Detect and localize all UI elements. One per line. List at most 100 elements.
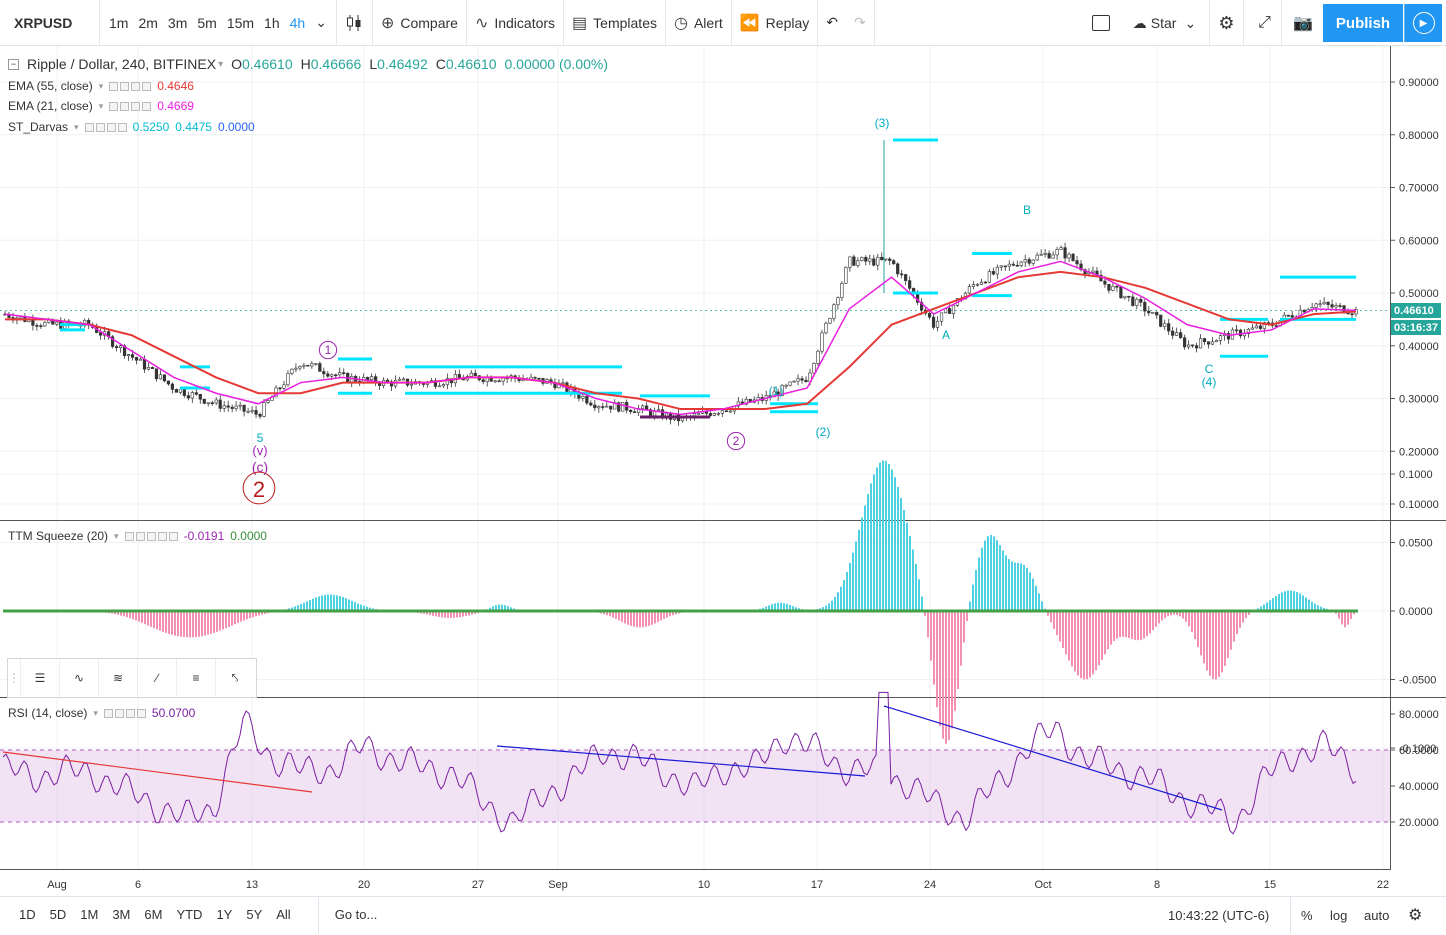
templates-icon: ▤: [572, 14, 588, 32]
percent-toggle[interactable]: %: [1290, 897, 1313, 933]
grid-lines: [0, 46, 1390, 870]
expand-button[interactable]: ⤢: [1248, 0, 1282, 46]
candle-body: [824, 322, 828, 334]
alert-button[interactable]: ◷ Alert: [666, 0, 732, 46]
candle-body: [1290, 315, 1294, 318]
interval-5m[interactable]: 5m: [197, 14, 217, 31]
range-all[interactable]: All: [276, 907, 291, 922]
range-5y[interactable]: 5Y: [246, 907, 263, 922]
trendline-red[interactable]: [2, 751, 313, 793]
goto-button[interactable]: Go to...: [317, 896, 377, 933]
publish-button[interactable]: Publish: [1323, 4, 1403, 42]
candle-body: [800, 378, 804, 381]
price-tick: 0.10000: [1399, 499, 1439, 511]
range-5d[interactable]: 5D: [49, 907, 67, 922]
interval-4h[interactable]: 4h: [289, 14, 306, 31]
abc-pattern-icon[interactable]: ≋: [98, 659, 137, 697]
range-6m[interactable]: 6M: [144, 907, 163, 922]
drag-handle[interactable]: ⋮: [8, 671, 20, 685]
range-1d[interactable]: 1D: [19, 907, 36, 922]
replay-button[interactable]: ⏪ Replay: [732, 0, 819, 46]
fib-icon[interactable]: ≡: [176, 659, 215, 697]
candle-body: [230, 406, 234, 409]
candle-body: [1322, 301, 1326, 305]
indicator-controls[interactable]: [109, 81, 152, 91]
wave-label: A: [942, 328, 950, 342]
star-button[interactable]: ☁ Star ⌄: [1120, 0, 1210, 46]
expand-icon: ⤢: [1258, 14, 1271, 31]
ema21-legend[interactable]: EMA (21, close) ▾ 0.4669: [8, 99, 194, 113]
candle-body: [254, 410, 258, 415]
candle-body: [210, 402, 214, 404]
auto-toggle[interactable]: auto: [1364, 907, 1390, 923]
indicators-button[interactable]: ∿ Indicators: [467, 0, 565, 46]
ema55-legend[interactable]: EMA (55, close) ▾ 0.4646: [8, 79, 194, 93]
indicator-controls[interactable]: [103, 708, 146, 718]
wave-pattern-icon[interactable]: ∿: [59, 659, 98, 697]
indicator-controls[interactable]: [109, 101, 152, 111]
candle-body: [645, 405, 649, 410]
chevron-down-icon[interactable]: ▾: [218, 58, 224, 70]
candle-body: [1011, 263, 1015, 266]
interval-15m[interactable]: 15m: [226, 14, 255, 31]
stream-button[interactable]: ▶: [1404, 4, 1442, 42]
candle-body: [1075, 260, 1079, 265]
snapshot-button[interactable]: 📷: [1286, 0, 1320, 46]
fullscreen-box-button[interactable]: [1085, 0, 1117, 46]
templates-button[interactable]: ▤ Templates: [564, 0, 666, 46]
ray-icon[interactable]: ⤣: [215, 659, 254, 697]
time-tick: 17: [811, 879, 823, 891]
candle-body: [242, 404, 246, 412]
gear-icon[interactable]: ⚙: [1408, 907, 1423, 924]
log-toggle[interactable]: log: [1330, 907, 1348, 923]
ttm-legend[interactable]: TTM Squeeze (20) ▾ -0.0191 0.0000: [8, 529, 267, 543]
candle-body: [967, 286, 972, 294]
darvas-boxes: [60, 138, 1356, 419]
countdown-tag: [1391, 320, 1441, 335]
candle-body: [473, 372, 477, 376]
interval-1m[interactable]: 1m: [109, 14, 129, 31]
chart-canvas[interactable]: (3)B(1)(2)AC(4)5(v)(c)212 Aug 6 13 20 27 Sep 1…: [0, 0, 1446, 896]
interval-1h[interactable]: 1h: [264, 14, 280, 31]
compare-button[interactable]: ⊕ Compare: [373, 0, 467, 46]
price-tick: 0.50000: [1399, 288, 1439, 300]
darvas-value-2: 0.4475: [175, 120, 212, 134]
settings-button[interactable]: ⚙: [1210, 0, 1244, 46]
range-3m[interactable]: 3M: [112, 907, 131, 922]
trendline-blue-1[interactable]: [496, 745, 866, 777]
plus-circle-icon: ⊕: [380, 14, 395, 32]
trendline-icon[interactable]: ∕: [137, 659, 176, 697]
candle-body: [896, 263, 900, 275]
candle-body: [111, 336, 115, 347]
symbol-search[interactable]: XRPUSD: [0, 0, 100, 46]
lines-icon[interactable]: ☰: [20, 659, 59, 697]
range-1m[interactable]: 1M: [80, 907, 99, 922]
rsi-legend[interactable]: RSI (14, close) ▾ 50.0700: [8, 706, 196, 720]
candle-body: [1238, 329, 1243, 337]
candle-body: [182, 388, 186, 396]
undo-button[interactable]: ↶: [818, 0, 846, 46]
candle-body: [812, 362, 816, 374]
candle-body: [445, 378, 449, 385]
interval-2m[interactable]: 2m: [138, 14, 158, 31]
collapse-icon[interactable]: −: [8, 58, 19, 70]
redo-button[interactable]: ↷: [846, 0, 875, 46]
candle-body: [561, 382, 565, 385]
range-ytd[interactable]: YTD: [176, 907, 203, 922]
clock[interactable]: 10:43:22 (UTC-6): [1168, 907, 1270, 923]
wave-label: (v): [252, 443, 267, 458]
indicator-controls[interactable]: [84, 122, 127, 132]
candle-body: [226, 405, 230, 408]
candle-body: [194, 392, 198, 395]
trendline-blue-2[interactable]: [883, 705, 1223, 811]
gear-icon: ⚙: [1218, 12, 1235, 33]
candle-body: [1191, 344, 1195, 347]
interval-3m[interactable]: 3m: [167, 14, 188, 31]
indicator-controls[interactable]: [124, 531, 178, 541]
candle-body: [1206, 341, 1211, 345]
darvas-legend[interactable]: ST_Darvas ▾ 0.5250 0.4475 0.0000: [8, 120, 255, 134]
ttm-tick: 0.0000: [1399, 606, 1433, 618]
chart-type-button[interactable]: [337, 0, 373, 46]
range-1y[interactable]: 1Y: [216, 907, 233, 922]
chevron-down-icon[interactable]: ⌄: [315, 14, 327, 30]
